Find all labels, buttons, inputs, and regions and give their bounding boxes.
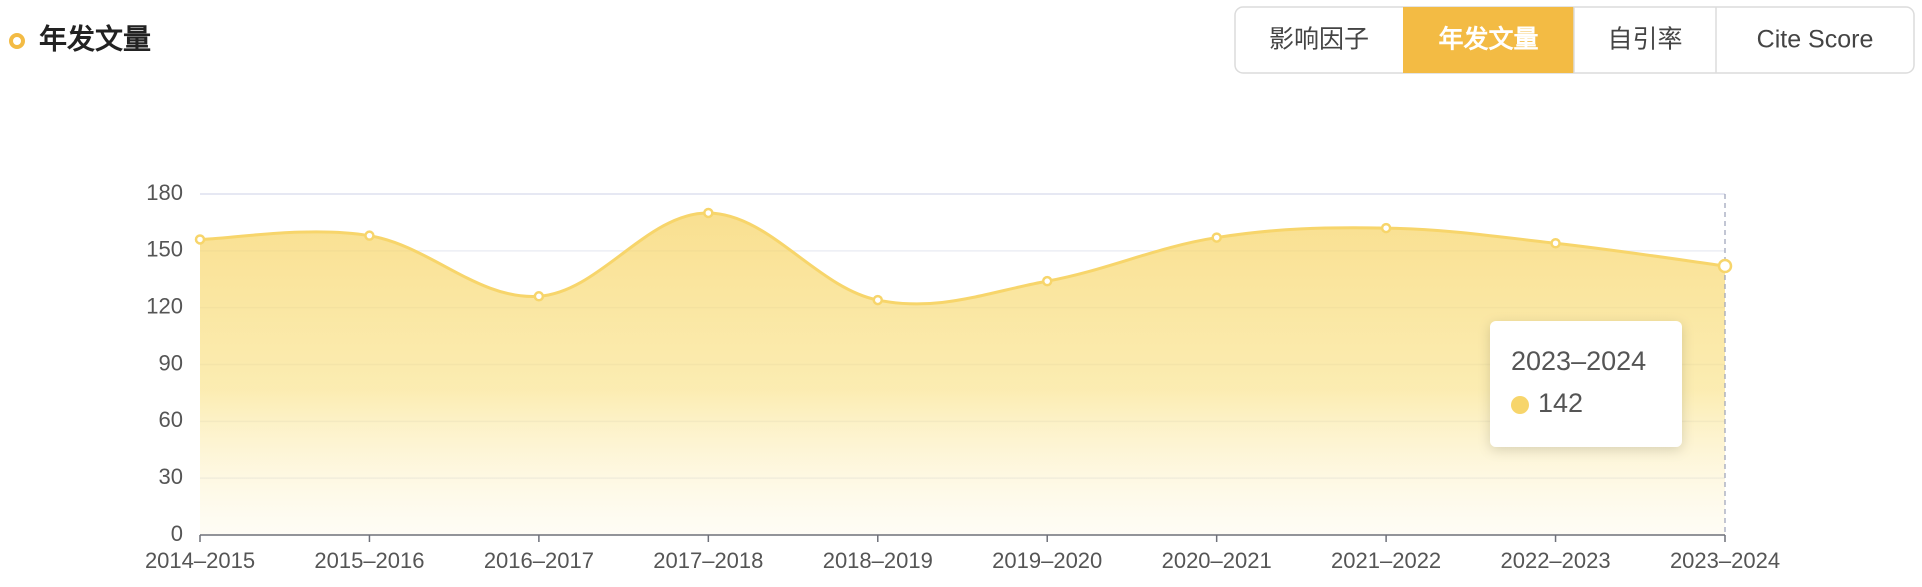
y-tick-label: 30 [159, 464, 183, 489]
x-tick-label: 2023–2024 [1670, 548, 1780, 573]
y-tick-label: 120 [146, 293, 183, 318]
tab[interactable]: 年发文量 [1438, 25, 1538, 54]
tooltip: 2023–2024 142 [1490, 321, 1682, 447]
tab[interactable]: 影响因子 [1269, 26, 1369, 54]
x-tick-label: 2016–2017 [484, 548, 594, 573]
x-tick-label: 2014–2015 [145, 548, 255, 573]
y-tick-label: 90 [159, 350, 183, 375]
point[interactable] [364, 230, 375, 241]
x-tick-label: 2015–2016 [314, 548, 424, 573]
y-tick-label: 60 [159, 407, 183, 432]
tab[interactable]: 自引率 [1607, 26, 1682, 54]
point[interactable] [703, 207, 714, 219]
section-title: 年发文量 [39, 22, 151, 54]
tooltip-title: 2023–2024 [1511, 346, 1646, 376]
area [200, 212, 1725, 535]
y-tick-label: 150 [146, 237, 183, 262]
tab-active-bg [1403, 7, 1574, 73]
y-tick-label: 180 [146, 180, 183, 205]
point[interactable] [1550, 238, 1561, 249]
x-tick-label: 2020–2021 [1162, 548, 1272, 573]
title-dot [9, 33, 25, 49]
point[interactable] [872, 294, 884, 306]
tab-bar: 影响因子 年发文量 自引率 Cite Score [1234, 6, 1915, 74]
point[interactable] [1041, 275, 1053, 287]
point[interactable] [1717, 258, 1733, 274]
y-tick-label: 0 [171, 521, 183, 546]
tooltip-box [1490, 321, 1682, 447]
point[interactable] [194, 234, 206, 245]
x-tick-label: 2022–2023 [1500, 548, 1610, 573]
x-tick-label: 2019–2020 [992, 548, 1102, 573]
tab[interactable]: Cite Score [1757, 26, 1874, 54]
line [199, 211, 1726, 306]
plot: 0 30 60 90 120 150 180 2014–2015 2015–2016 2016–2… [145, 180, 1780, 573]
x-tick-label: 2018–2019 [823, 548, 933, 573]
point[interactable] [533, 291, 545, 302]
tooltip-marker [1511, 396, 1529, 414]
point[interactable] [1211, 232, 1222, 243]
tooltip-value: 142 [1538, 388, 1583, 418]
x-tick-label: 2021–2022 [1331, 548, 1441, 573]
point[interactable] [1380, 222, 1392, 234]
x-tick-label: 2017–2018 [653, 548, 763, 573]
